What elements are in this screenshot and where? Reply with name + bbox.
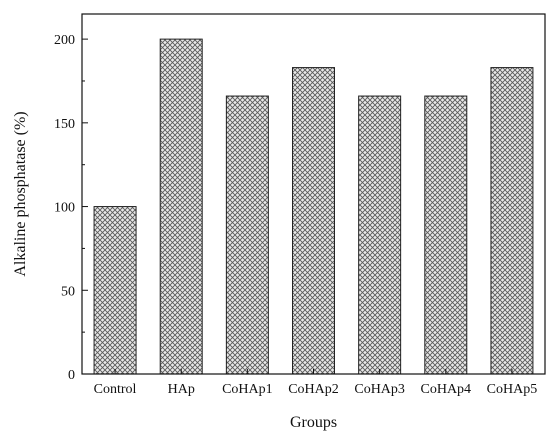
bar-control (93, 206, 137, 375)
y-tick-label: 200 (54, 33, 75, 48)
x-tick-label: Control (94, 382, 137, 397)
y-axis-label: Alkaline phosphatase (%) (12, 111, 29, 276)
x-tick-label: CoHAp1 (222, 382, 273, 397)
y-tick-label: 0 (68, 368, 75, 383)
bar-cohap2 (292, 67, 335, 375)
bar-cohap4 (424, 95, 468, 375)
x-axis-label: Groups (290, 414, 337, 431)
y-tick-label: 150 (54, 117, 75, 132)
x-tick-label: CoHAp5 (487, 382, 538, 397)
x-tick-label: HAp (168, 382, 195, 397)
bar-cohap5 (490, 67, 534, 375)
y-tick-labels: 0 50 100 150 200 (54, 33, 75, 383)
axes-group (81, 13, 546, 375)
x-tick-label: CoHAp3 (354, 382, 405, 397)
bar-cohap3 (358, 95, 402, 375)
bars-group (93, 38, 534, 375)
y-tick-label: 100 (54, 201, 75, 216)
bar-hap (159, 38, 203, 375)
x-tick-labels: Control HAp CoHAp1 CoHAp2 CoHAp3 CoHAp4 CoHAp5 (94, 382, 538, 397)
bar-cohap1 (225, 95, 269, 375)
y-tick-label: 50 (61, 284, 75, 299)
x-tick-label: CoHAp2 (288, 382, 339, 397)
x-tick-label: CoHAp4 (421, 382, 472, 397)
